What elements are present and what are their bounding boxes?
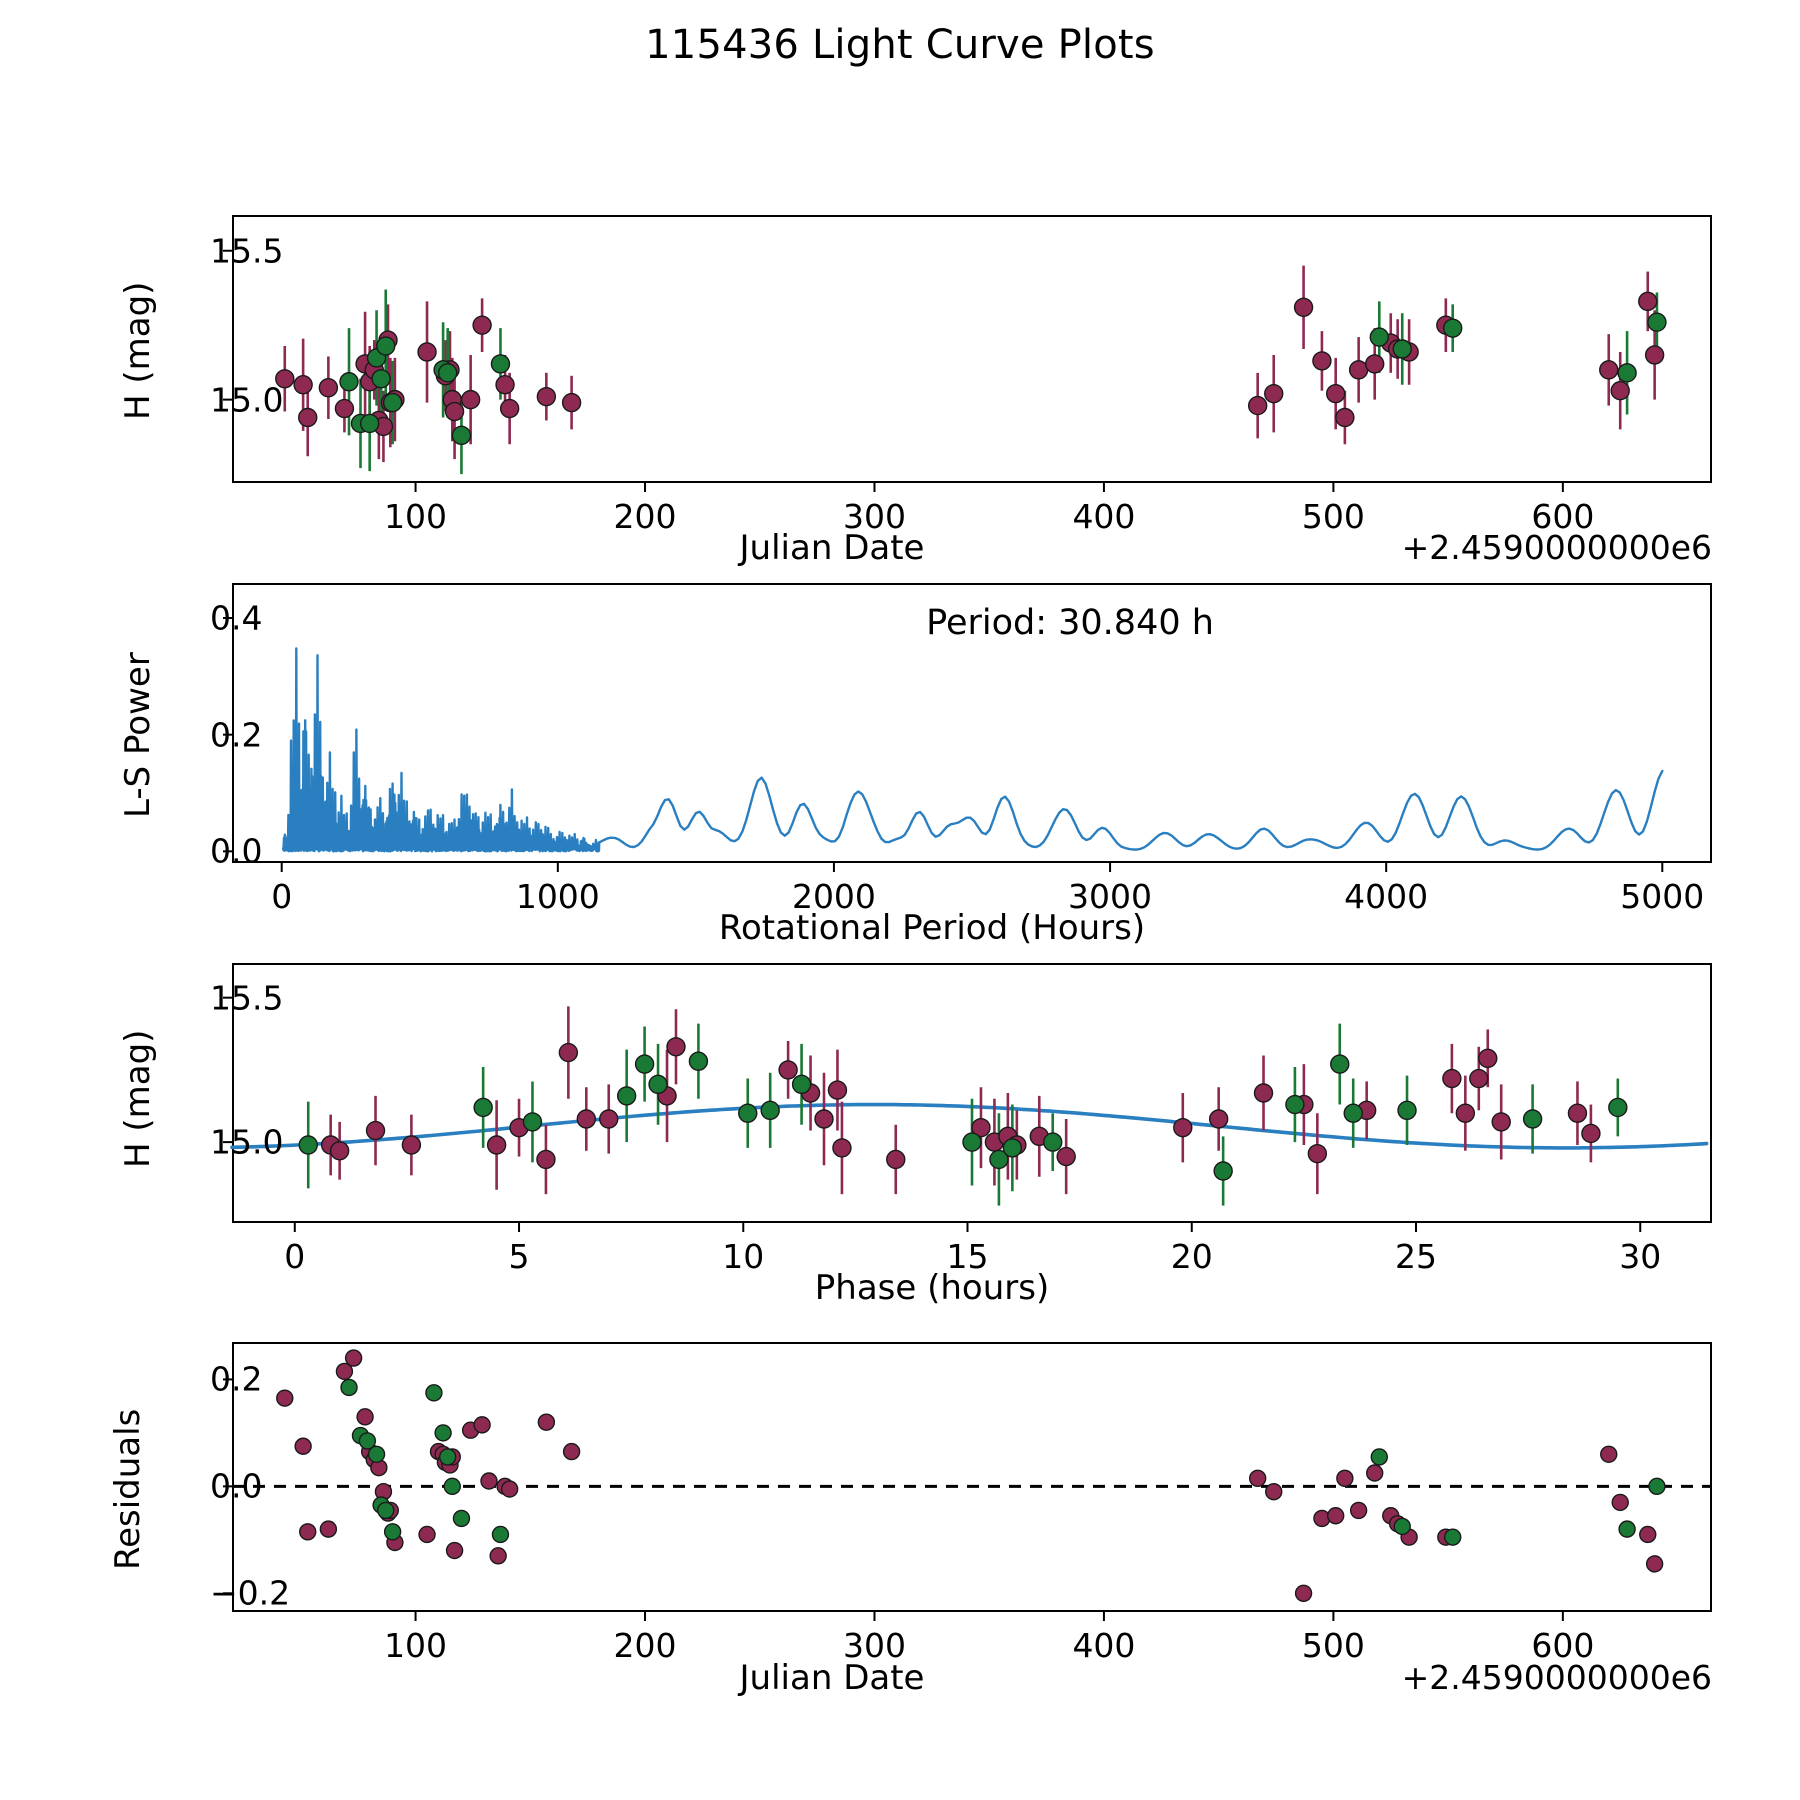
panel4-xtick: 200 [613,1626,677,1665]
panel-phase-folded-data [223,996,1709,1232]
panel-light-curve-offset: +2.4590000000e6 [1401,528,1712,567]
panel4-xtick: 500 [1301,1626,1365,1665]
panel4-xtick: 600 [1531,1626,1595,1665]
panel-periodogram-xlabel: Rotational Period (Hours) [718,908,1146,948]
panel-phase-folded-ylabel: H (mag) [118,1029,158,1168]
panel-phase-folded [223,963,1712,1232]
panel-residuals-ylabel: Residuals [108,1408,148,1570]
panel2-xtick: 0 [271,877,293,916]
panel3-xtick: 15 [946,1237,989,1276]
panel-light-curve [223,215,1712,492]
panel-residuals-frame [232,1342,1712,1612]
panel4-xtick: 100 [384,1626,448,1665]
panel-phase-folded-xlabel: Phase (hours) [814,1268,1050,1308]
panel3-xtick: 30 [1619,1237,1662,1276]
panel-periodogram-ylabel: L-S Power [118,652,158,818]
panel4-xtick: 300 [842,1626,906,1665]
panel4-xtick: 400 [1072,1626,1136,1665]
panel1-xtick: 400 [1072,497,1136,536]
panel2-xtick: 4000 [1344,877,1429,916]
panel1-xtick: 500 [1301,497,1365,536]
panel2-xtick: 2000 [791,877,876,916]
panel-residuals [223,1342,1712,1621]
period-annotation: Period: 30.840 h [926,603,1214,643]
panel1-xtick: 200 [613,497,677,536]
panel2-xtick: 1000 [515,877,600,916]
panel1-xtick: 300 [842,497,906,536]
panel3-xtick: 5 [508,1237,530,1276]
panel-light-curve-ylabel: H (mag) [118,281,158,420]
panel3-xtick: 25 [1395,1237,1437,1276]
panel3-xtick: 20 [1170,1237,1213,1276]
panel-residuals-offset: +2.4590000000e6 [1401,1658,1712,1697]
panel-light-curve-data [223,249,1667,492]
panel2-xtick: 5000 [1620,877,1705,916]
panel1-xtick: 600 [1531,497,1595,536]
panel-light-curve-frame [232,215,1712,483]
panel-periodogram [223,583,1712,872]
panel1-xtick: 100 [384,497,448,536]
panel-residuals-data [223,1349,1712,1621]
panel-light-curve-xlabel: Julian Date [739,528,925,568]
panel3-xtick: 10 [722,1237,765,1276]
panel3-xtick: 0 [284,1237,306,1276]
panel2-xtick: 3000 [1068,877,1153,916]
panel-periodogram-data [223,617,1664,872]
page-title: 115436 Light Curve Plots [645,22,1155,68]
panel-residuals-xlabel: Julian Date [739,1658,925,1698]
